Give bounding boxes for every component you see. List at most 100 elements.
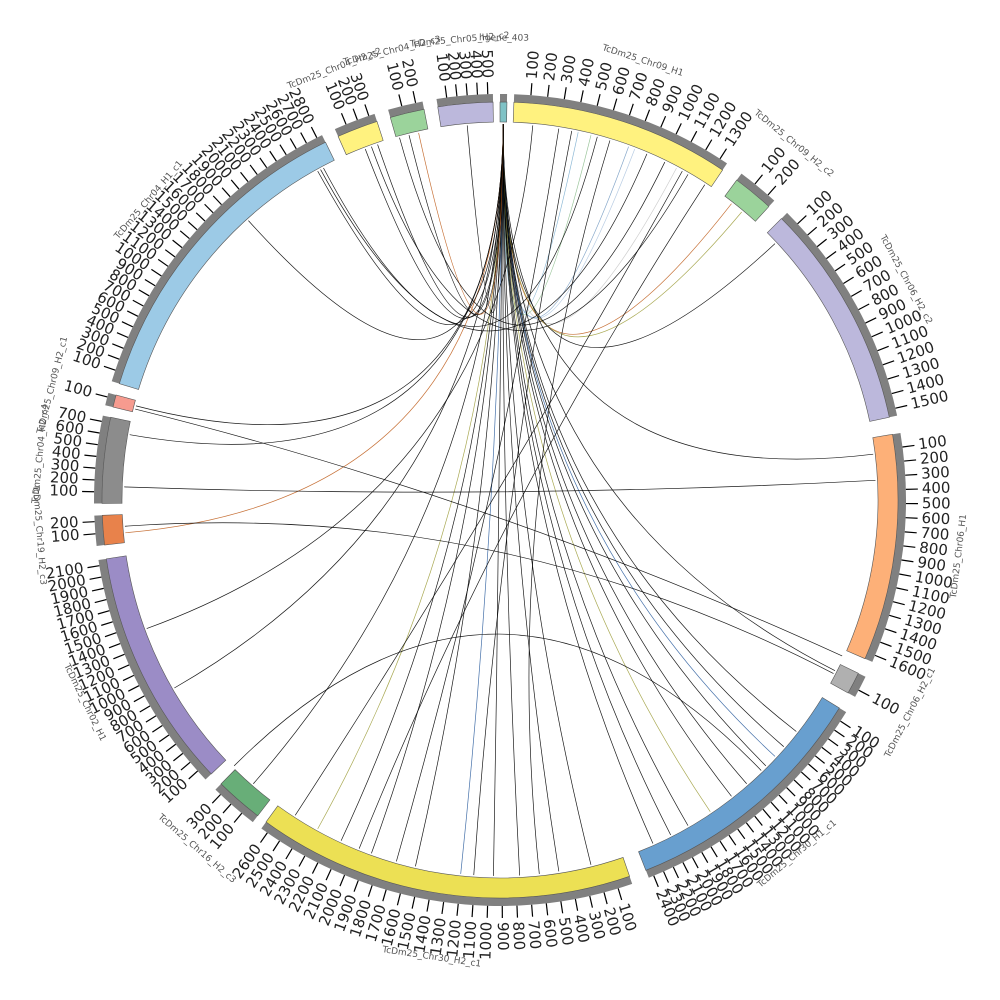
tick-mark xyxy=(905,473,918,476)
segment-ruler-band xyxy=(94,415,111,504)
link-39 xyxy=(418,124,504,315)
tick-mark xyxy=(560,901,564,914)
link-13 xyxy=(502,124,767,767)
tick-label: 500 xyxy=(52,429,83,451)
tick-label: 700 xyxy=(524,920,544,950)
link-46 xyxy=(124,479,876,493)
segment-ruler-band xyxy=(781,212,898,418)
tick-mark xyxy=(816,238,827,248)
link-51 xyxy=(473,130,573,876)
link-50 xyxy=(396,128,560,862)
tick-mark xyxy=(82,521,95,523)
tick-mark xyxy=(728,834,737,846)
tick-label: 1100 xyxy=(460,920,481,959)
tick-mark xyxy=(797,215,807,225)
tick-label: 2100 xyxy=(44,559,85,583)
tick-label: 200 xyxy=(444,51,465,81)
segment-7: 1002003004005006007008009001000110012001… xyxy=(229,805,640,970)
tick-mark xyxy=(850,289,862,297)
tick-label: 600 xyxy=(921,509,950,528)
segment-4: 1002003004005006007008009001000110012001… xyxy=(846,432,969,684)
tick-mark xyxy=(793,779,804,789)
tick-mark xyxy=(531,904,534,917)
segment-band xyxy=(846,433,899,660)
tick-mark xyxy=(902,444,915,448)
tick-mark xyxy=(212,195,222,206)
tick-mark xyxy=(240,171,249,183)
segment-band xyxy=(119,141,335,390)
segment-ruler-band xyxy=(94,515,105,546)
tick-mark xyxy=(289,138,297,150)
segment-band xyxy=(101,416,131,504)
tick-label: 400 xyxy=(922,479,951,498)
tick-mark xyxy=(84,454,97,457)
tick-mark xyxy=(754,815,763,826)
tick-mark xyxy=(465,83,468,96)
tick-mark xyxy=(754,174,763,185)
segment-band xyxy=(766,218,890,422)
tick-label: 100 xyxy=(917,432,948,454)
tick-label: 400 xyxy=(51,442,81,463)
tick-label: 500 xyxy=(478,49,497,78)
tick-label: 100 xyxy=(49,481,78,500)
tick-mark xyxy=(612,98,618,111)
tick-mark xyxy=(117,664,130,671)
tick-mark xyxy=(298,855,306,867)
segment-ruler-band xyxy=(500,93,508,103)
tick-mark xyxy=(843,276,854,285)
link-16 xyxy=(502,124,711,812)
link-26 xyxy=(371,124,504,854)
link-44 xyxy=(399,137,666,326)
tick-mark xyxy=(367,885,373,897)
segment-band xyxy=(499,101,508,123)
tick-mark xyxy=(545,903,549,916)
tick-mark xyxy=(672,866,680,879)
tick-label: 800 xyxy=(509,921,528,950)
tick-mark xyxy=(880,641,892,647)
tick-mark xyxy=(211,794,221,804)
segment-13: 1002003004005006007008009001000110012001… xyxy=(70,85,335,390)
tick-label: 500 xyxy=(555,916,577,947)
link-54 xyxy=(358,184,706,849)
link-47 xyxy=(124,522,834,674)
tick-label: 1000 xyxy=(476,922,495,961)
tick-mark xyxy=(339,874,346,887)
tick-mark xyxy=(89,418,102,422)
tick-label: 700 xyxy=(920,524,950,544)
segment-band xyxy=(220,769,271,817)
link-45 xyxy=(135,408,843,657)
segment-ruler-band xyxy=(215,783,258,823)
tick-label: 200 xyxy=(49,513,79,533)
tick-mark xyxy=(834,729,845,738)
link-43 xyxy=(371,146,689,331)
tick-mark xyxy=(826,250,837,260)
tick-mark xyxy=(259,832,268,843)
link-53 xyxy=(294,170,683,816)
tick-mark xyxy=(574,898,579,911)
tick-label: 100 xyxy=(432,52,454,83)
tick-mark xyxy=(827,738,839,747)
segment-3: 1002003004005006007008009001000110012001… xyxy=(766,186,950,422)
tick-mark xyxy=(800,771,811,781)
tick-mark xyxy=(340,112,347,125)
tick-mark xyxy=(444,85,448,98)
link-7 xyxy=(502,124,776,348)
tick-mark xyxy=(310,126,318,138)
tick-mark xyxy=(89,576,102,580)
tick-mark xyxy=(456,903,459,916)
tick-mark xyxy=(82,478,95,481)
tick-mark xyxy=(690,130,698,143)
tick-mark xyxy=(905,517,918,519)
segment-ruler-band xyxy=(388,101,425,118)
tick-mark xyxy=(808,763,818,773)
link-49 xyxy=(146,125,534,629)
tick-mark xyxy=(121,321,134,328)
tick-mark xyxy=(865,317,877,324)
tick-mark xyxy=(128,685,140,692)
tick-mark xyxy=(300,132,307,144)
segment-band xyxy=(437,101,494,127)
tick-mark xyxy=(516,905,519,918)
tick-mark xyxy=(644,109,651,122)
tick-mark xyxy=(104,632,117,638)
